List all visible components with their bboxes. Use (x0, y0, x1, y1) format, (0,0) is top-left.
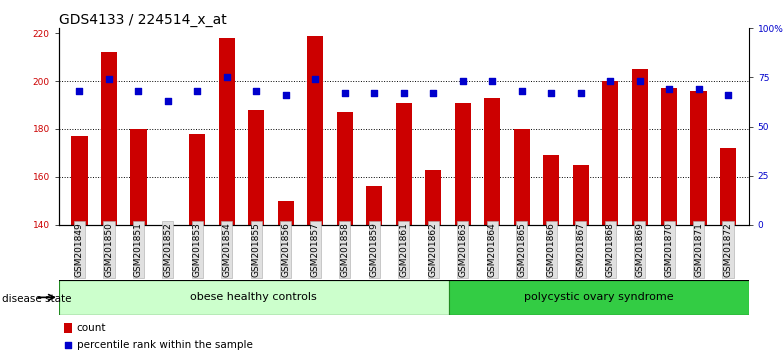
Point (162, 98, 174, 104)
Text: GSM201869: GSM201869 (635, 222, 644, 277)
Point (662, 86, 675, 92)
Text: GSM201849: GSM201849 (75, 222, 84, 277)
Text: GSM201867: GSM201867 (576, 222, 585, 277)
Text: GDS4133 / 224514_x_at: GDS4133 / 224514_x_at (59, 13, 227, 27)
Bar (249, 110, 264, 225)
Text: GSM201864: GSM201864 (488, 222, 497, 277)
Text: GSM201857: GSM201857 (310, 222, 320, 277)
Bar (160, 225, 176, 230)
Point (486, 79, 499, 84)
Bar (396, 103, 412, 225)
Point (220, 75, 233, 80)
Point (722, 92, 735, 98)
Point (191, 88, 204, 94)
Point (250, 88, 263, 94)
Bar (543, 155, 559, 225)
Text: GSM201854: GSM201854 (223, 222, 231, 277)
Bar (572, 165, 589, 225)
Point (73, 88, 85, 94)
Text: GSM201852: GSM201852 (163, 222, 172, 277)
Text: GSM201859: GSM201859 (370, 222, 379, 277)
Bar (64, 323, 72, 333)
Bar (448, 280, 749, 315)
Point (103, 76, 115, 82)
Bar (455, 103, 471, 225)
Text: GSM201870: GSM201870 (665, 222, 673, 277)
Bar (602, 81, 619, 225)
Text: GSM201853: GSM201853 (193, 222, 201, 277)
Bar (336, 112, 353, 225)
Text: GSM201871: GSM201871 (694, 222, 703, 277)
Bar (484, 98, 500, 225)
Bar (219, 38, 235, 225)
Bar (59, 280, 448, 315)
Bar (307, 35, 324, 225)
Bar (278, 201, 294, 225)
Text: polycystic ovary syndrome: polycystic ovary syndrome (524, 292, 673, 302)
Text: percentile rank within the sample: percentile rank within the sample (77, 340, 252, 350)
Text: GSM201850: GSM201850 (104, 222, 114, 277)
Text: disease state: disease state (2, 294, 71, 304)
Text: obese healthy controls: obese healthy controls (191, 292, 318, 302)
Text: GSM201866: GSM201866 (546, 222, 556, 277)
Point (545, 90, 557, 96)
Text: GSM201863: GSM201863 (458, 222, 467, 277)
Point (397, 90, 410, 96)
Bar (101, 52, 117, 225)
Point (339, 90, 351, 96)
Text: GSM201868: GSM201868 (606, 222, 615, 277)
Point (427, 90, 440, 96)
Bar (71, 136, 88, 225)
Text: count: count (77, 323, 106, 333)
Text: GSM201861: GSM201861 (399, 222, 408, 277)
Point (575, 90, 587, 96)
Point (368, 90, 380, 96)
Bar (720, 148, 736, 225)
Bar (632, 69, 648, 225)
Point (456, 79, 469, 84)
Bar (661, 88, 677, 225)
Point (633, 79, 646, 84)
Bar (130, 129, 147, 225)
Point (132, 88, 145, 94)
Bar (189, 134, 205, 225)
Bar (691, 91, 706, 225)
Text: GSM201862: GSM201862 (429, 222, 437, 277)
Text: GSM201865: GSM201865 (517, 222, 526, 277)
Bar (366, 187, 383, 225)
Point (309, 76, 321, 82)
Text: GSM201855: GSM201855 (252, 222, 261, 277)
Point (604, 79, 616, 84)
Point (280, 92, 292, 98)
Point (515, 88, 528, 94)
Text: GSM201856: GSM201856 (281, 222, 290, 277)
Bar (425, 170, 441, 225)
Point (692, 86, 705, 92)
Text: GSM201872: GSM201872 (724, 222, 732, 277)
Text: GSM201851: GSM201851 (134, 222, 143, 277)
Text: GSM201858: GSM201858 (340, 222, 350, 277)
Bar (514, 129, 530, 225)
Point (61, 342, 74, 348)
